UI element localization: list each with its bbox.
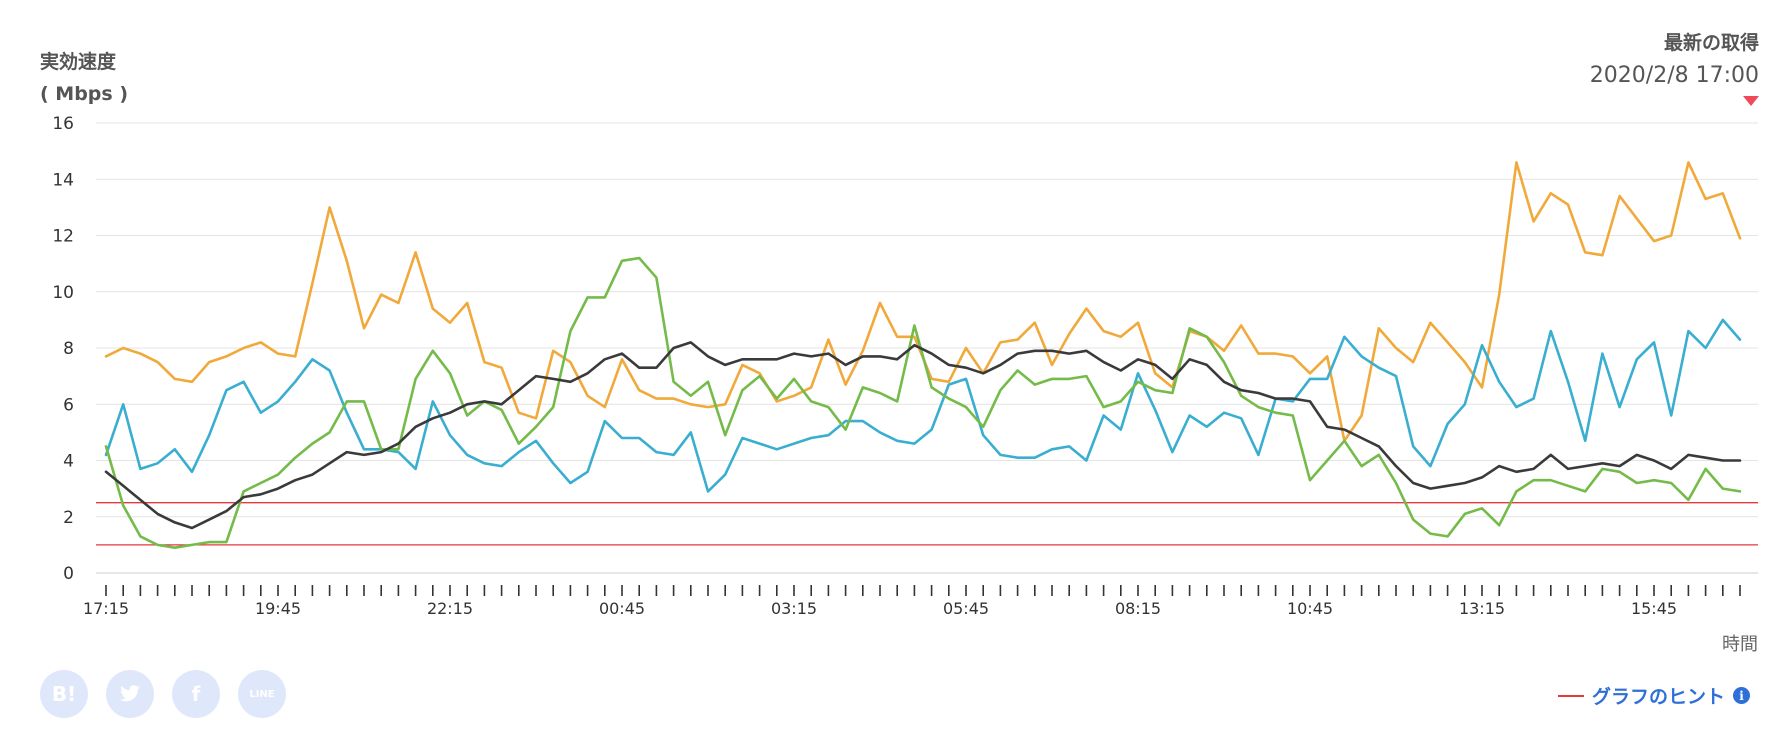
series-line bbox=[104, 256, 1742, 550]
x-tick-label: 05:45 bbox=[943, 599, 989, 618]
y-axis-title: 実効速度 ( Mbps ) bbox=[40, 46, 128, 110]
y-tick-label: 12 bbox=[52, 227, 74, 247]
line-icon[interactable]: LINE bbox=[238, 670, 286, 718]
x-axis-title: 時間 bbox=[1722, 634, 1758, 655]
x-tick-label: 00:45 bbox=[599, 599, 645, 618]
x-tick-label: 17:15 bbox=[83, 599, 129, 618]
line-icon-label: LINE bbox=[249, 688, 275, 700]
y-tick-label: 14 bbox=[52, 170, 74, 190]
y-tick-label: 8 bbox=[63, 339, 74, 359]
x-tick-label: 10:45 bbox=[1287, 599, 1333, 618]
info-icon: i bbox=[1733, 687, 1750, 704]
y-tick-label: 10 bbox=[52, 283, 74, 303]
y-axis-title-text: 実効速度 bbox=[40, 51, 117, 73]
y-tick-label: 16 bbox=[52, 114, 74, 134]
y-axis-unit: ( Mbps ) bbox=[40, 83, 129, 105]
latest-marker-icon bbox=[1743, 96, 1759, 106]
x-tick-label: 15:45 bbox=[1631, 599, 1677, 618]
latest-fetch-label: 最新の取得 bbox=[1663, 32, 1759, 54]
x-tick-label: 03:15 bbox=[771, 599, 817, 618]
latest-fetch: 最新の取得 2020/2/8 17:00 bbox=[1590, 28, 1759, 88]
series-line bbox=[104, 318, 1742, 493]
series-line bbox=[104, 341, 1742, 530]
x-tick-label: 19:45 bbox=[255, 599, 301, 618]
graph-hint-link[interactable]: グラフのヒント i bbox=[1557, 682, 1750, 709]
latest-fetch-datetime: 2020/2/8 17:00 bbox=[1589, 63, 1759, 88]
series-line bbox=[104, 161, 1742, 443]
y-tick-label: 2 bbox=[63, 508, 74, 528]
y-tick-label: 4 bbox=[63, 452, 74, 472]
twitter-icon[interactable] bbox=[106, 670, 154, 718]
share-buttons: B! f LINE bbox=[40, 670, 286, 718]
hatena-bookmark-icon[interactable]: B! bbox=[40, 670, 88, 718]
hint-line-icon bbox=[1557, 694, 1584, 697]
graph-hint-label: グラフのヒント bbox=[1591, 686, 1725, 708]
x-tick-label: 22:15 bbox=[427, 599, 473, 618]
x-tick-label: 08:15 bbox=[1115, 599, 1161, 618]
facebook-icon[interactable]: f bbox=[172, 670, 220, 718]
y-tick-label: 6 bbox=[63, 395, 74, 415]
x-tick-label: 13:15 bbox=[1459, 599, 1505, 618]
y-tick-label: 0 bbox=[63, 564, 74, 584]
